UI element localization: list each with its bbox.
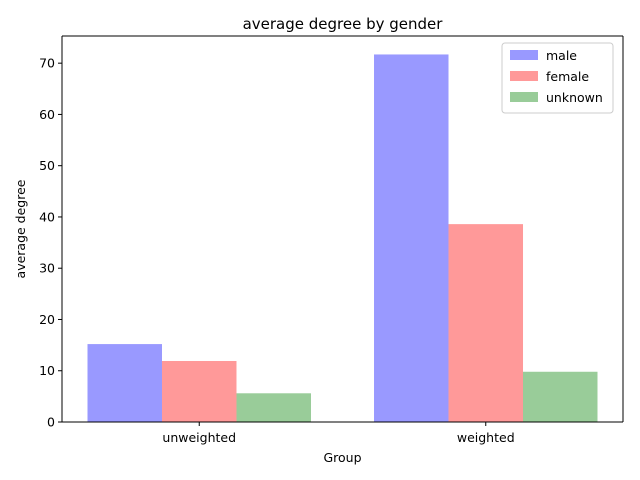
y-tick-label: 50 (39, 158, 55, 173)
legend-swatch-female (510, 71, 538, 81)
bar-unknown-unweighted (236, 393, 311, 422)
bar-female-weighted (448, 224, 524, 422)
y-tick-label: 70 (39, 56, 55, 71)
y-tick-label: 10 (39, 363, 55, 378)
legend-label-male: male (546, 48, 577, 63)
y-tick-label: 30 (39, 261, 55, 276)
y-axis-label: average degree (13, 179, 28, 278)
x-tick-label: unweighted (162, 430, 236, 445)
y-tick-label: 20 (39, 312, 55, 327)
legend-swatch-male (510, 50, 538, 60)
legend-label-female: female (546, 69, 589, 84)
y-tick-label: 40 (39, 209, 55, 224)
bar-female-unweighted (161, 360, 237, 422)
legend-swatch-unknown (510, 92, 538, 102)
bar-unknown-weighted (523, 371, 598, 422)
legend: male female unknown (501, 42, 614, 114)
x-axis-label: Group (323, 450, 361, 465)
bar-male-unweighted (87, 344, 162, 422)
legend-label-unknown: unknown (546, 90, 603, 105)
bars-group (87, 54, 598, 422)
y-tick-label: 60 (39, 107, 55, 122)
bar-male-weighted (374, 54, 449, 422)
chart-title: average degree by gender (243, 15, 444, 33)
y-tick-label: 0 (47, 415, 55, 430)
axes-group: 0 10 20 30 40 50 60 70 unweighted weighted (39, 35, 624, 445)
x-tick-label: weighted (457, 430, 515, 445)
